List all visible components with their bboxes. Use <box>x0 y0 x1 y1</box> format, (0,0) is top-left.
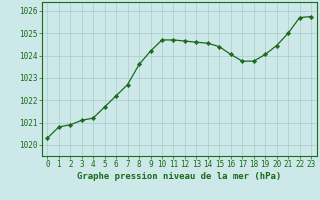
X-axis label: Graphe pression niveau de la mer (hPa): Graphe pression niveau de la mer (hPa) <box>77 172 281 181</box>
